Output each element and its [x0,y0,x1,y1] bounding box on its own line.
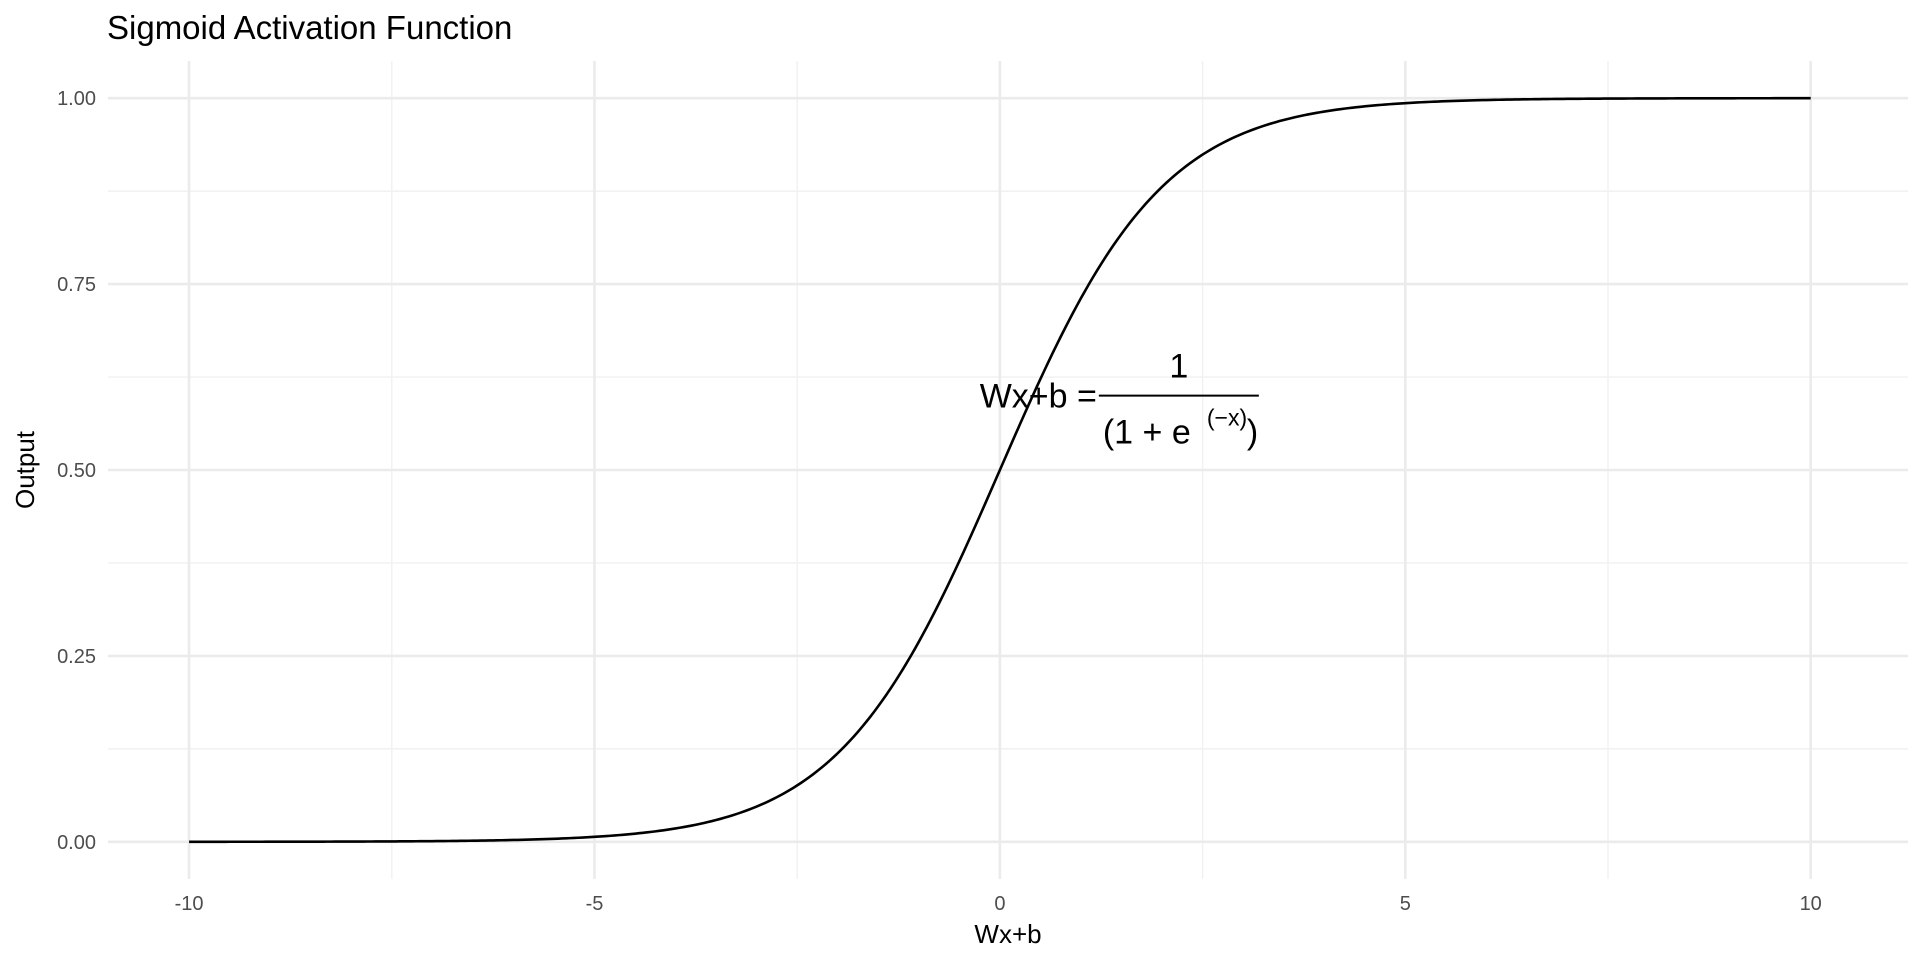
y-tick-label: 0.75 [57,274,96,296]
x-tick-label: 10 [1800,893,1822,915]
y-axis-ticks: 0.00 0.25 0.50 0.75 1.00 [57,88,96,854]
formula-annotation: Wx+b = 1 (1 + e (−x) ) [980,348,1259,452]
formula-numerator: 1 [1169,348,1188,386]
major-grid [108,61,1908,879]
x-tick-label: 0 [994,893,1005,915]
x-tick-label: -5 [586,893,604,915]
y-tick-label: 0.00 [57,832,96,854]
y-tick-label: 0.25 [57,646,96,668]
x-axis-title: Wx+b [974,919,1041,949]
minor-grid [108,61,1908,879]
y-axis-title: Output [10,430,40,509]
formula-denominator-exponent: (−x) [1207,405,1247,431]
x-tick-label: 5 [1400,893,1411,915]
x-tick-label: -10 [175,893,204,915]
chart-title: Sigmoid Activation Function [107,9,512,46]
x-axis-ticks: -10 -5 0 5 10 [175,893,1822,915]
formula-lhs: Wx+b = [980,378,1097,416]
y-tick-label: 0.50 [57,460,96,482]
formula-denominator-close: ) [1247,414,1258,452]
y-tick-label: 1.00 [57,88,96,110]
sigmoid-series-line [189,96,1811,844]
formula-denominator-open: (1 + e [1103,414,1191,452]
